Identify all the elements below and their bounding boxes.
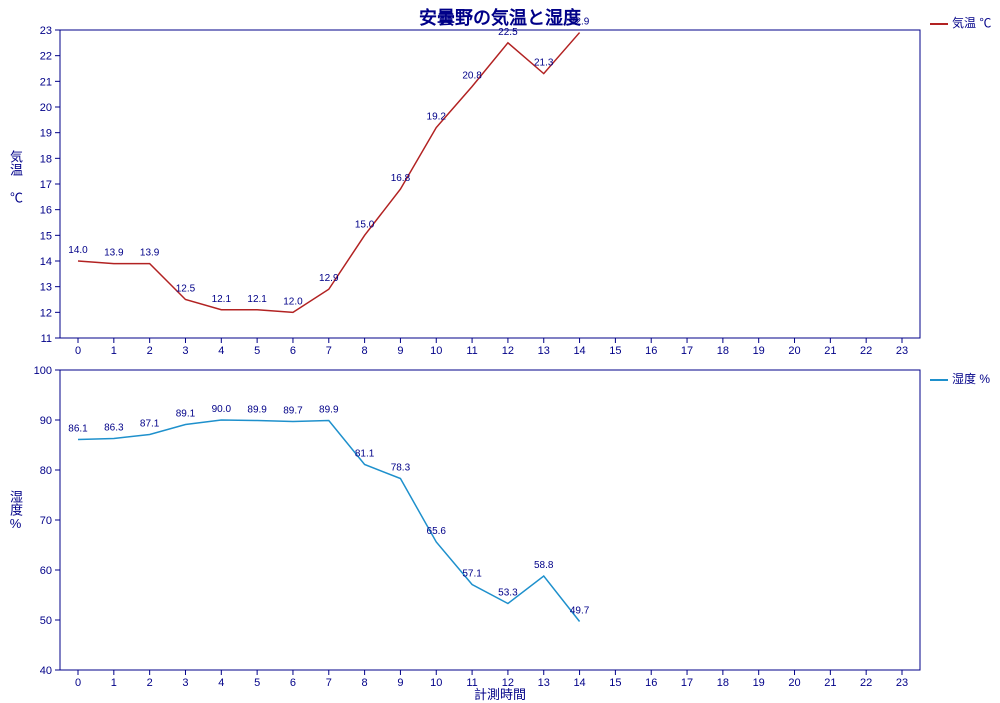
svg-text:21: 21 [40, 76, 52, 88]
svg-text:40: 40 [40, 665, 52, 677]
svg-text:21: 21 [824, 345, 836, 357]
svg-text:89.1: 89.1 [176, 409, 196, 420]
svg-text:20: 20 [788, 345, 800, 357]
svg-text:80: 80 [40, 465, 52, 477]
svg-text:15.0: 15.0 [355, 219, 375, 230]
svg-text:14: 14 [573, 345, 585, 357]
svg-text:12.1: 12.1 [212, 294, 232, 305]
svg-text:12.5: 12.5 [176, 284, 196, 295]
svg-text:1: 1 [111, 345, 117, 357]
svg-text:11: 11 [41, 333, 52, 345]
svg-text:19.2: 19.2 [427, 112, 447, 123]
svg-text:23: 23 [896, 345, 908, 357]
svg-text:5: 5 [254, 345, 260, 357]
svg-text:49.7: 49.7 [570, 606, 590, 617]
svg-text:12.9: 12.9 [319, 273, 339, 284]
svg-text:16: 16 [40, 205, 52, 217]
svg-text:19: 19 [40, 128, 52, 140]
chart-title: 安曇野の気温と湿度 [0, 4, 1000, 30]
svg-text:65.6: 65.6 [427, 526, 447, 537]
svg-text:19: 19 [753, 345, 765, 357]
svg-text:13.9: 13.9 [140, 248, 160, 259]
svg-text:22: 22 [860, 345, 872, 357]
svg-text:14: 14 [40, 256, 52, 268]
legend-label-humidity: 湿度 % [952, 372, 990, 386]
svg-text:15: 15 [40, 230, 52, 242]
svg-text:17: 17 [681, 345, 693, 357]
svg-text:60: 60 [40, 565, 52, 577]
svg-text:14.0: 14.0 [68, 245, 88, 256]
svg-text:89.7: 89.7 [283, 406, 303, 417]
svg-text:16: 16 [645, 345, 657, 357]
svg-text:53.3: 53.3 [498, 588, 518, 599]
legend-temperature: 気温 ℃ [930, 14, 991, 31]
svg-text:20: 20 [40, 102, 52, 114]
svg-text:18: 18 [717, 345, 729, 357]
svg-text:18: 18 [40, 153, 52, 165]
svg-text:90: 90 [40, 415, 52, 427]
legend-swatch-humidity [930, 379, 948, 381]
svg-text:13: 13 [40, 282, 52, 294]
svg-text:4: 4 [218, 345, 224, 357]
svg-text:81.1: 81.1 [355, 449, 375, 460]
svg-text:13: 13 [538, 345, 550, 357]
y-axis-label-humidity: 湿度% [6, 490, 25, 531]
svg-text:86.1: 86.1 [68, 424, 88, 435]
svg-text:11: 11 [466, 345, 477, 357]
svg-text:12.0: 12.0 [283, 296, 303, 307]
svg-text:20.8: 20.8 [462, 70, 482, 81]
chart-svg: 1112131415161718192021222301234567891011… [0, 0, 1000, 700]
svg-text:12.1: 12.1 [247, 294, 267, 305]
svg-text:13.9: 13.9 [104, 248, 124, 259]
svg-text:9: 9 [397, 345, 403, 357]
svg-text:58.8: 58.8 [534, 560, 554, 571]
svg-text:8: 8 [362, 345, 368, 357]
svg-text:22: 22 [40, 51, 52, 63]
svg-text:0: 0 [75, 345, 81, 357]
x-axis-label: 計測時間 [0, 684, 1000, 703]
svg-text:16.8: 16.8 [391, 173, 411, 184]
y-axis-label-temperature: 気温 ℃ [6, 150, 25, 204]
legend-label-temperature: 気温 ℃ [952, 16, 991, 30]
svg-text:100: 100 [34, 365, 52, 377]
svg-text:89.9: 89.9 [319, 405, 339, 416]
svg-text:6: 6 [290, 345, 296, 357]
svg-text:70: 70 [40, 515, 52, 527]
svg-text:10: 10 [430, 345, 442, 357]
svg-text:15: 15 [609, 345, 621, 357]
svg-text:17: 17 [40, 179, 52, 191]
svg-text:3: 3 [182, 345, 188, 357]
svg-text:87.1: 87.1 [140, 419, 160, 430]
svg-text:78.3: 78.3 [391, 463, 411, 474]
svg-text:57.1: 57.1 [462, 569, 482, 580]
svg-text:21.3: 21.3 [534, 58, 554, 69]
svg-text:50: 50 [40, 615, 52, 627]
svg-text:12: 12 [40, 307, 52, 319]
svg-text:7: 7 [326, 345, 332, 357]
svg-text:12: 12 [502, 345, 514, 357]
svg-text:89.9: 89.9 [247, 405, 267, 416]
legend-swatch-temperature [930, 23, 948, 25]
svg-text:86.3: 86.3 [104, 423, 124, 434]
svg-text:90.0: 90.0 [212, 404, 232, 415]
svg-text:2: 2 [147, 345, 153, 357]
legend-humidity: 湿度 % [930, 370, 990, 387]
